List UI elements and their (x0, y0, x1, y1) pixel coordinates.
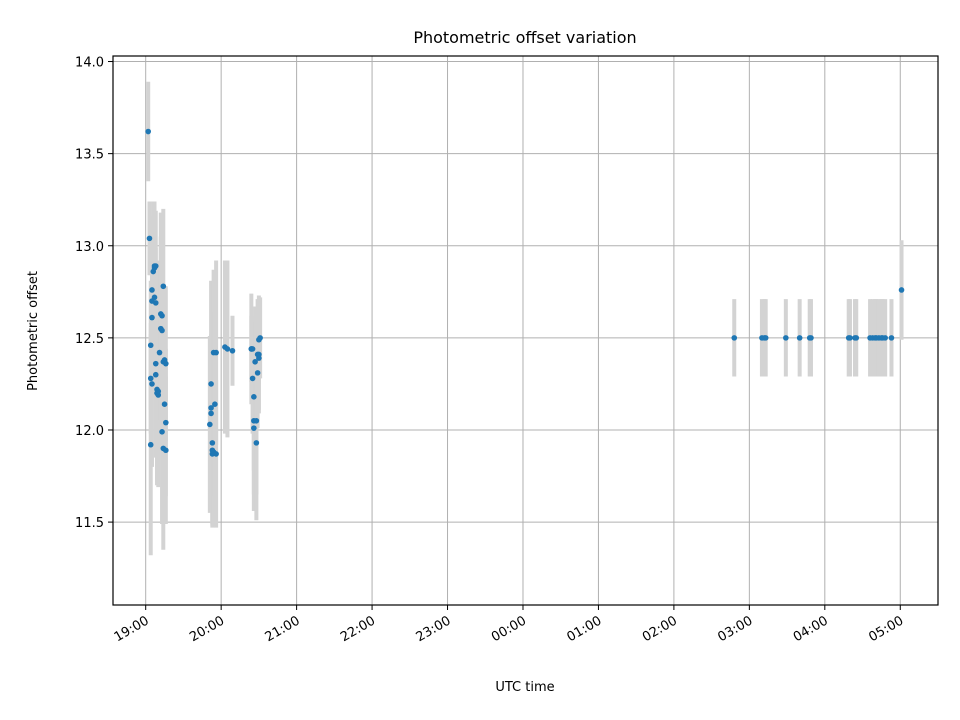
data-point (762, 335, 769, 341)
data-point (731, 335, 738, 341)
data-point (152, 263, 159, 269)
data-point (783, 335, 789, 341)
data-point (159, 312, 165, 319)
data-point (209, 440, 216, 446)
data-point (213, 349, 219, 356)
data-point (249, 346, 256, 352)
data-point (207, 421, 213, 428)
y-tick-label: 11.5 (75, 516, 104, 531)
data-point (145, 128, 152, 135)
data-point (159, 429, 165, 435)
data-point (147, 441, 154, 448)
data-point (251, 425, 257, 431)
point-layer (145, 128, 905, 457)
data-point (147, 375, 154, 382)
data-point (213, 451, 219, 457)
data-point (208, 410, 214, 417)
data-point (149, 287, 155, 293)
data-point (256, 351, 262, 358)
data-point (898, 287, 905, 293)
plot-frame (112, 55, 939, 606)
x-axis-label: UTC time (495, 680, 554, 695)
data-point (156, 349, 163, 356)
data-point (847, 335, 853, 341)
data-point (161, 401, 168, 407)
data-point (147, 342, 154, 349)
data-point (208, 405, 214, 411)
data-point (212, 401, 218, 407)
data-point (224, 346, 231, 352)
data-point (160, 283, 167, 290)
data-point (208, 381, 214, 387)
data-point (152, 371, 159, 378)
y-tick-label: 13.5 (75, 148, 104, 163)
data-point (853, 335, 860, 341)
y-tick-label: 14.0 (75, 56, 104, 71)
data-point (808, 335, 814, 341)
data-point (149, 381, 155, 387)
y-tick-label: 12.0 (75, 424, 104, 439)
data-point (163, 360, 169, 367)
data-point (251, 394, 257, 400)
data-point (252, 359, 258, 365)
data-point (159, 327, 165, 334)
data-point (146, 235, 153, 242)
data-point (249, 375, 256, 382)
data-point (888, 335, 895, 341)
data-point (796, 335, 803, 341)
y-axis-label: Photometric offset (26, 271, 41, 391)
data-point (229, 347, 236, 354)
data-point (257, 335, 263, 341)
chart-title: Photometric offset variation (413, 28, 636, 47)
data-point (882, 335, 888, 341)
data-point (151, 294, 158, 301)
data-point (163, 419, 169, 426)
data-point (152, 360, 159, 367)
y-tick-label: 13.0 (75, 240, 104, 255)
data-point (253, 417, 260, 424)
data-point (155, 388, 162, 395)
data-point (253, 440, 260, 446)
data-point (149, 314, 155, 321)
data-point (254, 370, 261, 376)
data-point (163, 447, 169, 454)
y-tick-label: 12.5 (75, 332, 104, 347)
data-point (152, 300, 159, 306)
